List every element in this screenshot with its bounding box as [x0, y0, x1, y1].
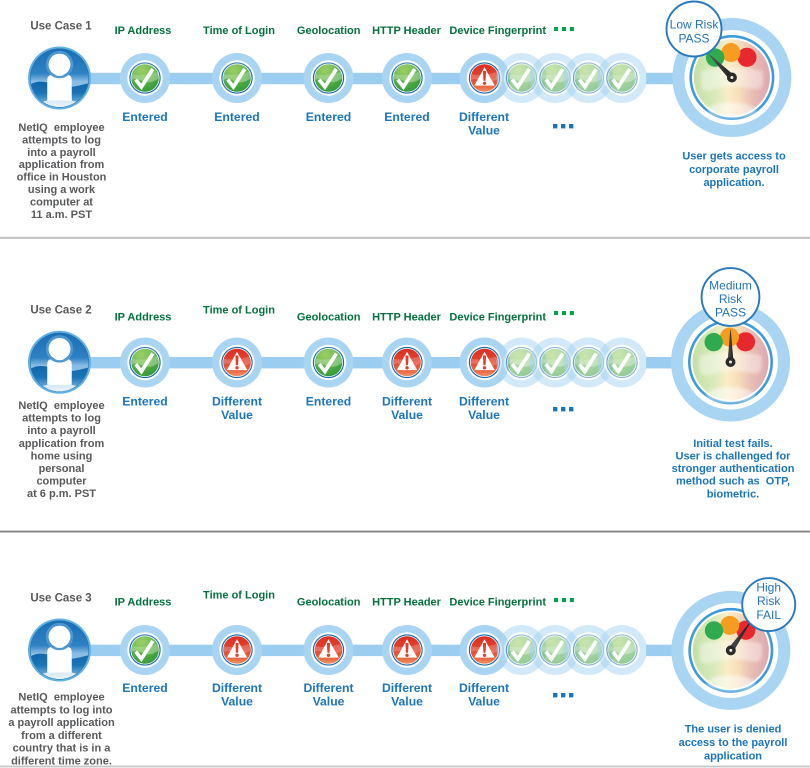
svg-text:Value: Value — [313, 695, 345, 709]
svg-text:stronger authentication: stronger authentication — [672, 463, 795, 475]
svg-text:PASS: PASS — [715, 306, 746, 320]
svg-text:application.: application. — [703, 177, 764, 189]
svg-text:Geolocation: Geolocation — [297, 597, 361, 609]
svg-text:IP Address: IP Address — [115, 25, 172, 37]
svg-text:HTTP Header: HTTP Header — [372, 25, 442, 37]
svg-text:Entered: Entered — [214, 110, 259, 124]
svg-text:HTTP Header: HTTP Header — [372, 312, 442, 324]
svg-text:Entered: Entered — [384, 110, 429, 124]
svg-text:personal: personal — [39, 463, 85, 475]
svg-text:Time of Login: Time of Login — [203, 305, 275, 317]
svg-text:High: High — [756, 581, 781, 595]
svg-text:computer: computer — [36, 476, 87, 488]
svg-text:Risk: Risk — [719, 292, 743, 306]
svg-text:a payroll application: a payroll application — [8, 717, 115, 729]
svg-text:NetIQ employee: NetIQ employee — [18, 122, 104, 134]
svg-text:Different: Different — [459, 681, 509, 695]
svg-text:Different: Different — [459, 395, 509, 409]
svg-text:Device Fingerprint: Device Fingerprint — [449, 25, 546, 37]
svg-text:Risk: Risk — [757, 594, 781, 608]
svg-text:Different: Different — [459, 110, 509, 124]
svg-text:country that is in a: country that is in a — [13, 743, 112, 755]
svg-text:biometric.: biometric. — [707, 489, 760, 501]
svg-text:User gets access to: User gets access to — [682, 151, 786, 163]
svg-text:application: application — [704, 751, 762, 763]
svg-text:Value: Value — [221, 695, 253, 709]
svg-text:attempts to log: attempts to log — [22, 134, 101, 146]
svg-text:different time zone.: different time zone. — [11, 756, 112, 768]
svg-text:Device Fingerprint: Device Fingerprint — [449, 312, 546, 324]
svg-text:Value: Value — [391, 695, 423, 709]
svg-text:Value: Value — [468, 124, 500, 138]
svg-text:Entered: Entered — [122, 681, 167, 695]
svg-text:corporate payroll: corporate payroll — [689, 164, 779, 176]
svg-text:Low Risk: Low Risk — [670, 17, 720, 31]
svg-text:The user is denied: The user is denied — [685, 724, 782, 736]
svg-text:Different: Different — [212, 395, 262, 409]
svg-text:Different: Different — [303, 681, 353, 695]
svg-text:computer at: computer at — [30, 196, 93, 208]
svg-text:at 6 p.m. PST: at 6 p.m. PST — [27, 488, 96, 500]
svg-text:application from: application from — [19, 159, 105, 171]
svg-text:Time of Login: Time of Login — [203, 25, 275, 37]
svg-text:NetIQ employee: NetIQ employee — [18, 692, 104, 704]
svg-text:Different: Different — [382, 681, 432, 695]
svg-text:Entered: Entered — [122, 110, 167, 124]
svg-text:Time of Login: Time of Login — [203, 590, 275, 602]
svg-text:11 a.m. PST: 11 a.m. PST — [31, 209, 92, 221]
svg-text:Different: Different — [382, 395, 432, 409]
svg-text:Use Case 3: Use Case 3 — [30, 593, 91, 605]
svg-text:attempts to log: attempts to log — [22, 413, 101, 425]
svg-text:Device Fingerprint: Device Fingerprint — [449, 597, 546, 609]
svg-text:Different: Different — [212, 681, 262, 695]
svg-text:NetIQ employee: NetIQ employee — [18, 400, 104, 412]
svg-text:Geolocation: Geolocation — [297, 25, 361, 37]
svg-text:PASS: PASS — [678, 31, 709, 45]
svg-text:into a payroll: into a payroll — [27, 147, 95, 159]
svg-text:Value: Value — [221, 408, 253, 422]
svg-text:Medium: Medium — [709, 279, 752, 293]
svg-text:using a work: using a work — [28, 184, 96, 196]
svg-text:method such as OTP,: method such as OTP, — [676, 476, 790, 488]
svg-text:Value: Value — [391, 408, 423, 422]
svg-text:application from: application from — [19, 438, 105, 450]
svg-text:attempts to log into: attempts to log into — [10, 704, 112, 716]
svg-text:Entered: Entered — [122, 395, 167, 409]
svg-text:into a payroll: into a payroll — [27, 425, 95, 437]
svg-text:Value: Value — [468, 408, 500, 422]
svg-text:Entered: Entered — [306, 110, 351, 124]
svg-text:from a different: from a different — [21, 730, 102, 742]
svg-text:FAIL: FAIL — [756, 608, 781, 622]
svg-text:Use Case 2: Use Case 2 — [30, 305, 91, 317]
svg-text:office in Houston: office in Houston — [17, 172, 107, 184]
svg-text:IP Address: IP Address — [115, 597, 172, 609]
svg-text:Use Case 1: Use Case 1 — [30, 21, 92, 33]
svg-text:access to the payroll: access to the payroll — [679, 737, 788, 749]
svg-text:IP Address: IP Address — [115, 312, 172, 324]
svg-text:Value: Value — [468, 695, 500, 709]
svg-text:home using: home using — [31, 450, 93, 462]
svg-text:Initial test fails.: Initial test fails. — [693, 438, 772, 450]
svg-text:Entered: Entered — [306, 395, 351, 409]
svg-text:User is challenged for: User is challenged for — [676, 451, 792, 463]
svg-text:HTTP Header: HTTP Header — [372, 597, 442, 609]
svg-text:Geolocation: Geolocation — [297, 312, 361, 324]
